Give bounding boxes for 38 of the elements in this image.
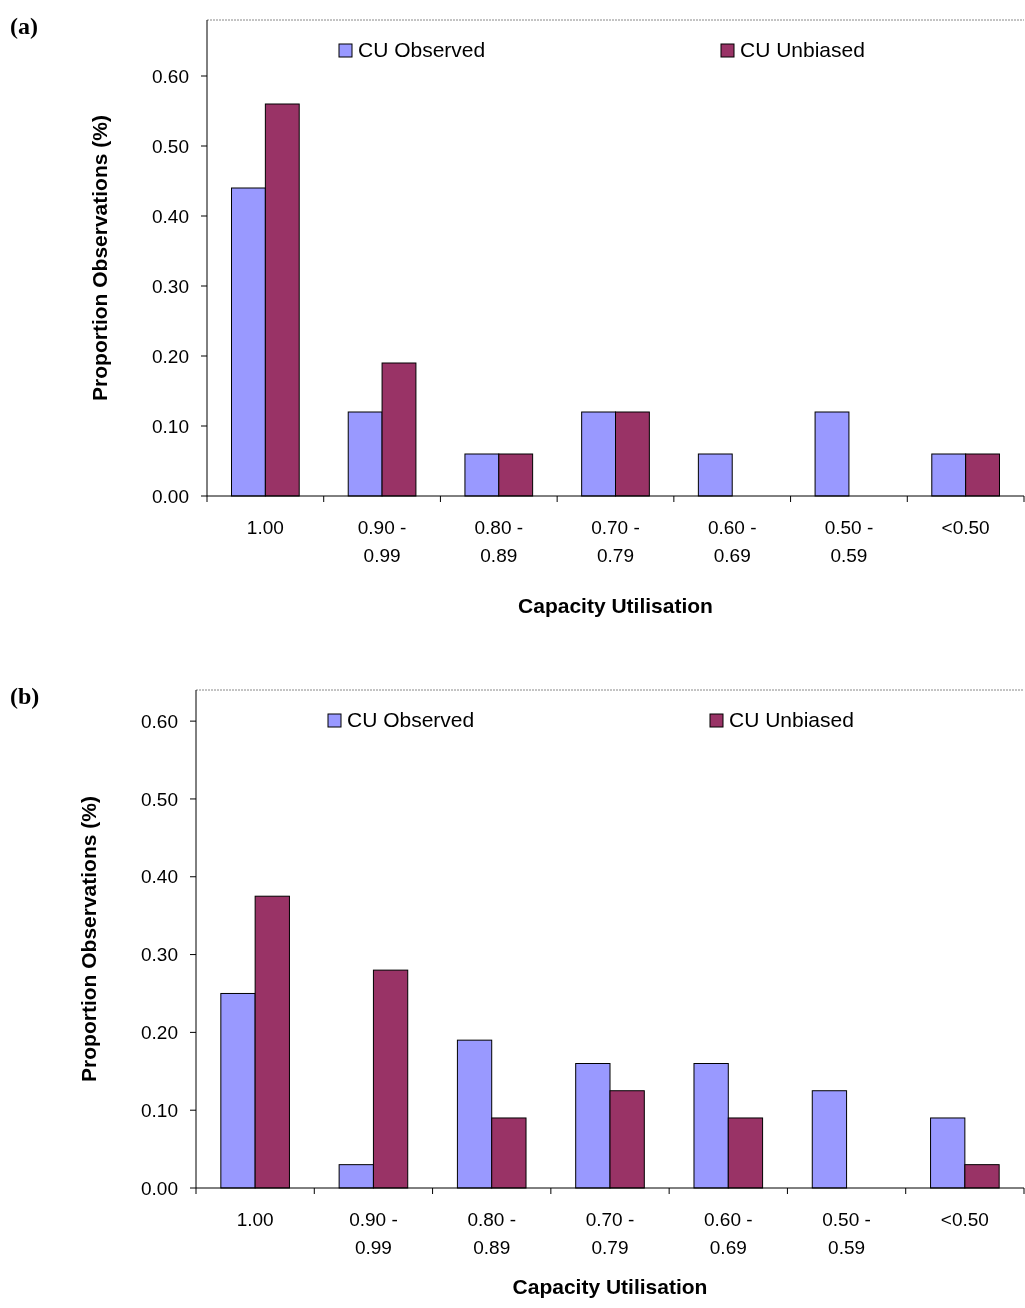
legend-label: CU Unbiased [729, 708, 854, 732]
y-tick-label: 0.40 [141, 866, 178, 888]
y-tick-label: 0.20 [152, 345, 189, 367]
y-tick-label: 0.60 [152, 65, 189, 87]
text: (b) [10, 683, 40, 709]
x-axis-title: Capacity Utilisation [512, 1275, 708, 1298]
x-tick-label: 0.80 - 0.89 [474, 517, 524, 566]
y-tick-label: 0.40 [152, 205, 189, 227]
y-tick-label: 0.00 [152, 485, 189, 507]
y-tick-label: 0.60 [141, 710, 178, 732]
x-tick-label: 1.00 [236, 1209, 274, 1230]
x-tick-label: 0.80 - 0.89 [467, 1209, 517, 1258]
y-axis-title: Proportion Observations (%) [77, 796, 100, 1082]
x-tick-label: 0.90 - 0.99 [357, 517, 407, 566]
y-tick-label: 0.50 [141, 788, 178, 810]
y-tick-label: 0.10 [152, 415, 189, 437]
x-tick-label: 0.60 - 0.69 [703, 1209, 753, 1258]
y-axis-title: Proportion Observations (%) [88, 115, 111, 401]
x-axis-title: Capacity Utilisation [518, 594, 713, 617]
x-tick-label: 1.00 [246, 517, 284, 538]
y-tick-label: 0.00 [141, 1177, 178, 1199]
legend-label: CU Observed [347, 708, 475, 732]
x-tick-label: 0.50 - 0.59 [824, 517, 874, 566]
y-tick-label: 0.20 [141, 1022, 178, 1044]
legend-label: CU Unbiased [740, 38, 865, 62]
x-tick-label: 0.60 - 0.69 [707, 517, 757, 566]
legend-label: CU Observed [358, 38, 486, 62]
y-tick-label: 0.30 [141, 944, 178, 966]
x-tick-label: 0.70 - 0.79 [591, 517, 640, 566]
x-tick-label: <0.50 [940, 1209, 989, 1230]
text: (a) [10, 13, 38, 39]
x-tick-label: <0.50 [941, 517, 990, 538]
x-tick-label: 0.90 - 0.99 [349, 1209, 398, 1258]
y-tick-label: 0.30 [152, 275, 189, 297]
x-tick-label: 0.50 - 0.59 [822, 1209, 871, 1258]
y-tick-label: 0.10 [141, 1099, 178, 1121]
x-tick-label: 0.70 - 0.79 [585, 1209, 635, 1258]
y-tick-label: 0.50 [152, 135, 189, 157]
